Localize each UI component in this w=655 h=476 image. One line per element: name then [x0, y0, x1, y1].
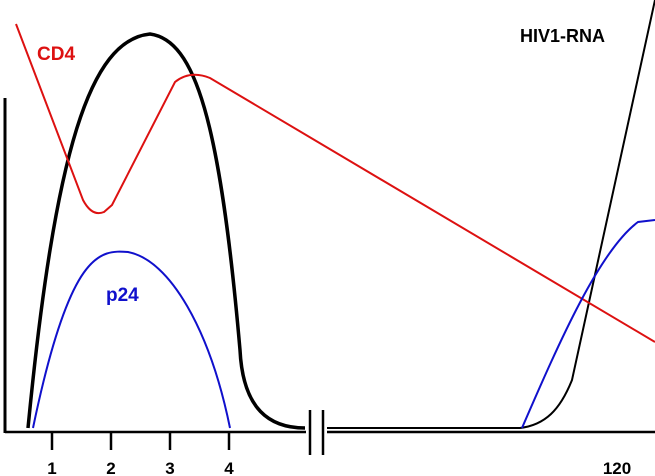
- x-tick-label-4: 4: [224, 459, 234, 476]
- series-label-p24: p24: [106, 285, 139, 306]
- p24-curve-early: [32, 250, 231, 429]
- hiv1-rna-curve-early: [26, 32, 306, 430]
- hiv1-rna-curve-late: [327, 0, 655, 429]
- x-ticks: [50, 432, 231, 450]
- cd4-curve: [15, 23, 655, 343]
- series-label-hiv1-rna: HIV1-RNA: [520, 26, 605, 46]
- x-tick-label-3: 3: [165, 459, 174, 476]
- p24-curve-late: [521, 219, 655, 429]
- x-tick-label-1: 1: [47, 459, 56, 476]
- x-tick-label-120: 120: [603, 459, 631, 476]
- series-label-cd4: CD4: [37, 44, 75, 65]
- x-tick-label-2: 2: [106, 459, 115, 476]
